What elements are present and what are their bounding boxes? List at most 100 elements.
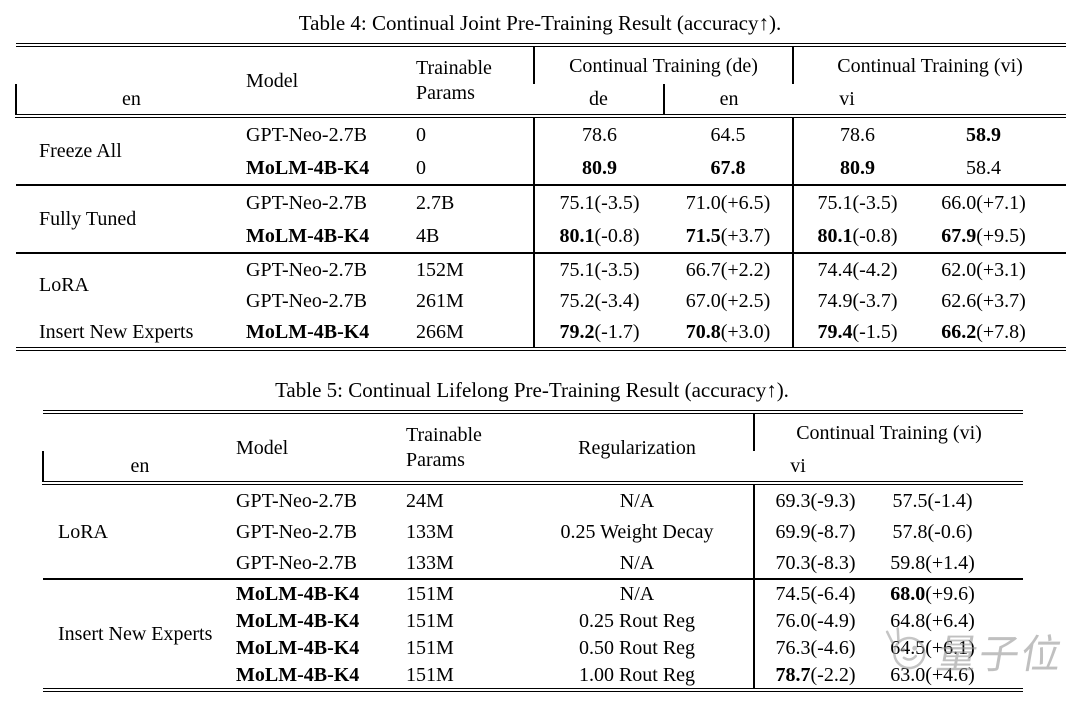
delta: (-8.7) [810, 520, 856, 543]
cell-en: 78.7(-2.2) [753, 661, 876, 690]
cell-model: MoLM-4B-K4 [236, 663, 360, 686]
value: 78.6 [582, 123, 617, 146]
value: 57.8 [892, 520, 928, 543]
value: 67.0 [685, 289, 721, 312]
value: 69.3 [775, 489, 811, 512]
cell-model: MoLM-4B-K4 [246, 156, 370, 179]
cell-regularization: N/A [619, 551, 655, 574]
table-row: LoRA GPT-Neo-2.7B 24M N/A 69.3(-9.3) 57.… [43, 483, 1023, 543]
column-header-vi: vi [790, 455, 806, 477]
value: 57.5 [892, 489, 928, 512]
delta: (-9.3) [810, 489, 856, 512]
cell-en-de: 75.2(-3.4) [533, 285, 664, 316]
column-header-trainable-params: Trainable Params [406, 412, 521, 483]
table-row: MoLM-4B-K4 151M 0.25 Rout Reg 76.0(-4.9)… [43, 607, 1023, 634]
column-group-continual-training-de: Continual Training (de) [532, 45, 794, 84]
table-row: Insert New Experts MoLM-4B-K4 266M 79.2(… [16, 316, 1066, 349]
value: 76.3 [775, 636, 811, 659]
cell-model: MoLM-4B-K4 [236, 636, 360, 659]
trainable-params-line1: Trainable [406, 423, 482, 446]
cell-en: 69.9(-8.7) [753, 516, 876, 547]
delta: (+6.4) [925, 609, 975, 632]
value: 75.1 [559, 258, 595, 281]
table4-caption: Table 4: Continual Joint Pre-Training Re… [298, 11, 782, 35]
value: 64.5 [710, 123, 746, 146]
cell-de: 66.7(+2.2) [664, 253, 793, 285]
cell-params: 133M [406, 551, 454, 574]
delta: (+7.1) [976, 191, 1026, 214]
table-row: Insert New Experts MoLM-4B-K4 151M N/A 7… [43, 579, 1023, 645]
cell-en-vi: 74.4(-4.2) [792, 253, 922, 285]
delta: (-3.5) [594, 191, 640, 214]
cell-params: 0 [416, 123, 426, 146]
column-header-en-de: en [15, 84, 246, 116]
cell-params: 151M [406, 582, 454, 605]
cell-params: 2.7B [416, 191, 455, 214]
value: 79.4 [817, 320, 853, 343]
delta: (-2.2) [810, 663, 856, 686]
cell-en-de: 80.1(-0.8) [533, 219, 664, 253]
group-lora-insert-new-experts: LoRA GPT-Neo-2.7B 152M 75.1(-3.5) 66.7(+… [16, 253, 1067, 349]
delta: (+2.5) [720, 289, 771, 312]
column-header-de: de [589, 88, 608, 110]
cell-vi: 63.0(+4.6) [876, 661, 1023, 690]
cell-vi: 58.4 [921, 151, 1066, 185]
cell-vi: 67.9(+9.5) [921, 219, 1066, 253]
delta: (-1.5) [852, 320, 898, 343]
delta: (-8.3) [810, 551, 856, 574]
cell-params: 151M [406, 636, 454, 659]
cell-model: GPT-Neo-2.7B [236, 520, 357, 543]
cell-model: MoLM-4B-K4 [236, 609, 360, 632]
cell-de: 71.5(+3.7) [664, 219, 793, 253]
group-freeze-all: Freeze All GPT-Neo-2.7B 0 78.6 64.5 78.6… [16, 116, 1066, 185]
value: 67.9 [941, 224, 977, 247]
value: 75.1 [817, 191, 853, 214]
cell-en-vi: 80.1(-0.8) [792, 219, 922, 253]
value: 74.5 [775, 582, 811, 605]
group-label: Insert New Experts [39, 320, 194, 343]
value: 64.8 [890, 609, 926, 632]
group-lora: LoRA GPT-Neo-2.7B 24M N/A 69.3(-9.3) 57.… [43, 483, 1023, 579]
column-header-model: Model [246, 69, 299, 92]
delta: (+3.0) [720, 320, 771, 343]
column-header-en: en [42, 451, 236, 483]
cell-params: 266M [416, 320, 464, 343]
value: 79.2 [559, 320, 595, 343]
delta: (-1.7) [594, 320, 640, 343]
cell-de: 70.8(+3.0) [664, 316, 793, 349]
column-group-continual-training-vi: Continual Training (vi) [792, 45, 1067, 84]
delta: (+3.7) [976, 289, 1026, 312]
delta: (-3.5) [852, 191, 898, 214]
delta: (+7.8) [976, 320, 1026, 343]
delta: (+6.5) [720, 191, 771, 214]
cell-vi: 66.2(+7.8) [921, 316, 1066, 349]
delta: (+3.7) [720, 224, 771, 247]
cell-en-vi: 79.4(-1.5) [792, 316, 922, 349]
trainable-params-line2: Params [406, 448, 465, 471]
value: 78.6 [840, 123, 876, 146]
cell-model: GPT-Neo-2.7B [246, 123, 367, 146]
column-header-model: Model [236, 436, 289, 459]
value: 66.0 [941, 191, 977, 214]
cell-model: GPT-Neo-2.7B [246, 289, 367, 312]
group-label: LoRA [58, 520, 108, 543]
cell-params: 151M [406, 663, 454, 686]
value: 71.5 [685, 224, 721, 247]
table-row: LoRA GPT-Neo-2.7B 152M 75.1(-3.5) 66.7(+… [16, 253, 1066, 296]
cell-params: 261M [416, 289, 464, 312]
cell-vi: 62.0(+3.1) [921, 253, 1066, 285]
cell-en-vi: 75.1(-3.5) [792, 185, 922, 219]
cell-regularization: 0.50 Rout Reg [578, 636, 696, 659]
cell-model: MoLM-4B-K4 [246, 224, 370, 247]
cell-en: 70.3(-8.3) [753, 547, 876, 579]
delta: (-0.8) [852, 224, 898, 247]
table-row: MoLM-4B-K4 4B 80.1(-0.8) 71.5(+3.7) 80.1… [16, 219, 1066, 253]
delta: (+3.1) [976, 258, 1026, 281]
delta: (+9.6) [925, 582, 975, 605]
delta: (-4.6) [810, 636, 856, 659]
table-row: GPT-Neo-2.7B 261M 75.2(-3.4) 67.0(+2.5) … [16, 285, 1066, 316]
value: 80.1 [817, 224, 853, 247]
delta: (-3.5) [594, 258, 640, 281]
value: 62.0 [941, 258, 977, 281]
table-row: MoLM-4B-K4 0 80.9 67.8 80.9 58.4 [16, 151, 1066, 185]
